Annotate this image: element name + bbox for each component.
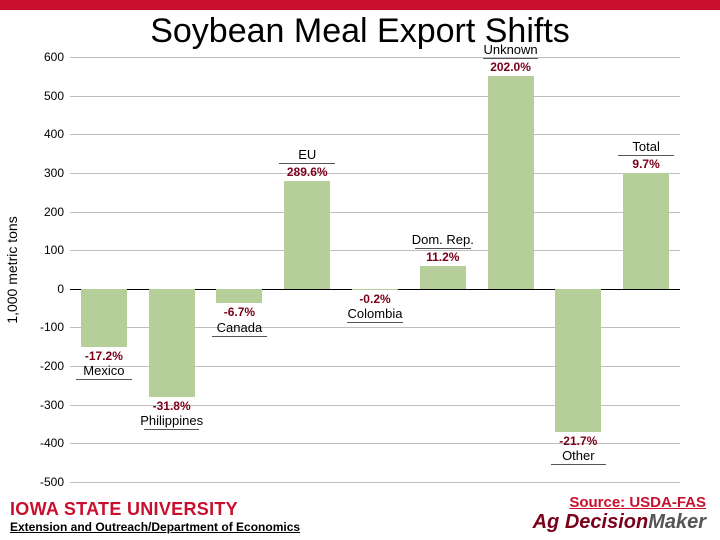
y-tick: 300 (44, 166, 70, 180)
category-underline (212, 336, 268, 337)
ag-decision-maker-logo: Ag DecisionMaker (533, 511, 706, 534)
y-tick: -400 (40, 436, 70, 450)
page-title: Soybean Meal Export Shifts (0, 10, 720, 51)
y-tick: 200 (44, 205, 70, 219)
category-label: Colombia (348, 306, 403, 321)
category-label: Other (562, 448, 595, 463)
y-tick: 500 (44, 89, 70, 103)
bar-value-label: 9.7% (623, 157, 669, 173)
bar-value-label: 289.6% (284, 165, 330, 181)
bar: 289.6% (284, 181, 330, 289)
category-underline (144, 429, 200, 430)
category-label: Unknown (483, 42, 537, 57)
category-label: Dom. Rep. (412, 232, 474, 247)
y-tick: -200 (40, 359, 70, 373)
gridline (70, 57, 680, 58)
agdm-ag: Ag (533, 511, 565, 533)
header-red-bar (0, 0, 720, 10)
gridline (70, 212, 680, 213)
isu-logo-block: IOWA STATE UNIVERSITY (10, 499, 480, 520)
bar: -6.7% (216, 289, 262, 304)
bar-value-label: -6.7% (216, 303, 262, 319)
bar-value-label: -21.7% (555, 432, 601, 448)
gridline (70, 96, 680, 97)
category-underline (618, 155, 674, 156)
bar-value-label: -31.8% (149, 397, 195, 413)
bar: -0.2% (352, 289, 398, 290)
agdm-decision: Decision (565, 511, 648, 533)
y-tick: 100 (44, 243, 70, 257)
bar: 11.2% (420, 266, 466, 289)
gridline (70, 482, 680, 483)
page: Soybean Meal Export Shifts 1,000 metric … (0, 0, 720, 540)
bar-value-label: 11.2% (420, 250, 466, 266)
bar: -31.8% (149, 289, 195, 397)
y-axis-label: 1,000 metric tons (4, 216, 20, 323)
extension-text: Extension and Outreach/Department of Eco… (10, 520, 480, 534)
footer: IOWA STATE UNIVERSITY Extension and Outr… (0, 488, 720, 540)
category-underline (483, 58, 539, 59)
category-underline (415, 248, 471, 249)
y-tick: -100 (40, 320, 70, 334)
bar: 202.0% (488, 76, 534, 289)
category-label: EU (298, 147, 316, 162)
gridline (70, 250, 680, 251)
plot-region: -500-400-300-200-1000100200300400500600-… (70, 57, 680, 482)
bar: 9.7% (623, 173, 669, 289)
source-label: Source: USDA-FAS (569, 494, 706, 511)
footer-left: IOWA STATE UNIVERSITY Extension and Outr… (0, 488, 480, 540)
y-tick: 0 (57, 282, 70, 296)
category-label: Total (632, 139, 659, 154)
agdm-maker: Maker (648, 511, 706, 533)
bar-value-label: -0.2% (352, 290, 398, 306)
y-tick: 400 (44, 127, 70, 141)
bar: -17.2% (81, 289, 127, 347)
category-underline (279, 163, 335, 164)
bar-value-label: 202.0% (488, 60, 534, 76)
y-tick: 600 (44, 50, 70, 64)
category-label: Canada (217, 320, 263, 335)
bar-value-label: -17.2% (81, 347, 127, 363)
chart-area: 1,000 metric tons -500-400-300-200-10001… (0, 51, 720, 488)
isu-logo-text: IOWA STATE UNIVERSITY (10, 499, 238, 520)
y-tick: -500 (40, 475, 70, 489)
bar-chart: 1,000 metric tons -500-400-300-200-10001… (18, 51, 692, 488)
category-underline (76, 379, 132, 380)
category-underline (347, 322, 403, 323)
gridline (70, 134, 680, 135)
y-tick: -300 (40, 398, 70, 412)
category-underline (551, 464, 607, 465)
category-label: Philippines (140, 413, 203, 428)
gridline (70, 173, 680, 174)
bar: -21.7% (555, 289, 601, 432)
footer-right: Source: USDA-FAS Ag DecisionMaker (480, 488, 720, 540)
category-label: Mexico (83, 363, 124, 378)
